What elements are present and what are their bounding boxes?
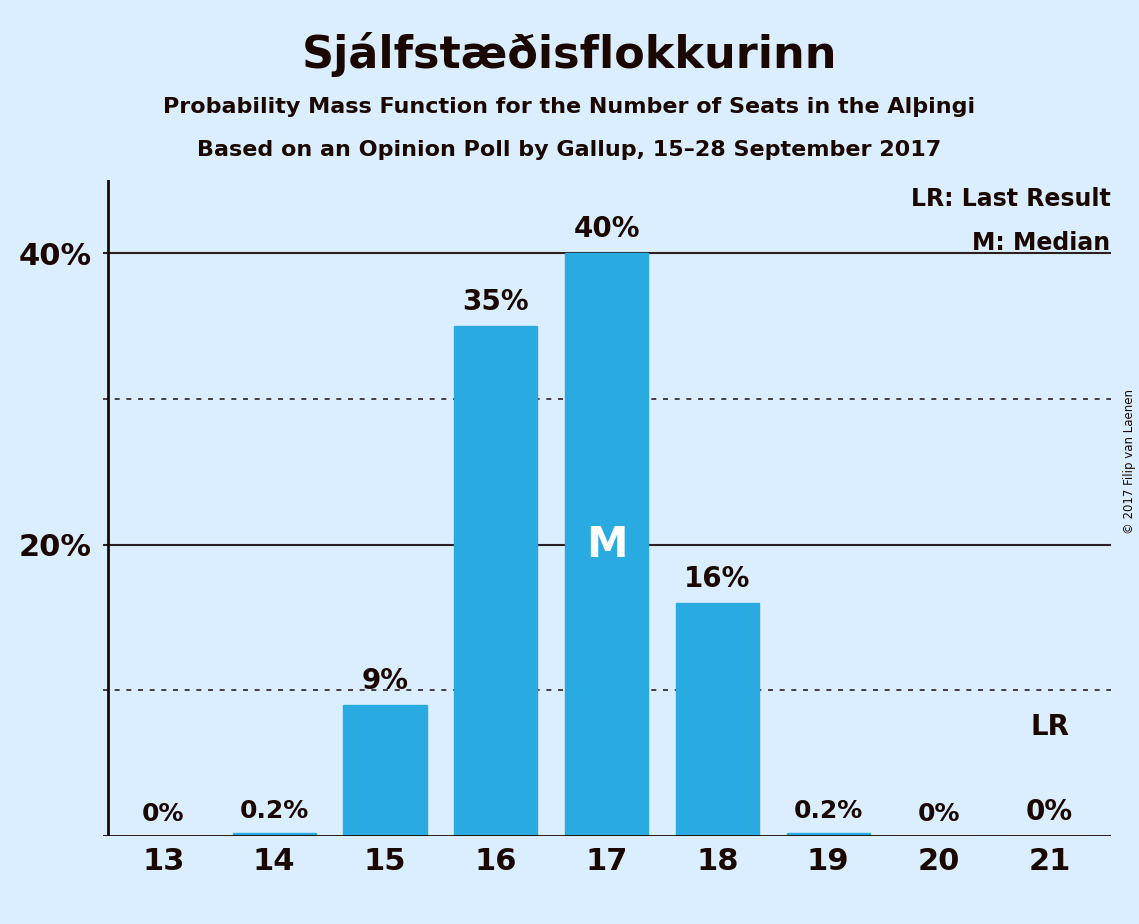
Text: 0%: 0% [918, 802, 960, 826]
Text: 35%: 35% [462, 287, 528, 316]
Bar [675, 603, 759, 836]
Text: 9%: 9% [361, 667, 409, 695]
Bar [787, 833, 869, 836]
Text: LR: LR [1030, 713, 1070, 741]
Text: © 2017 Filip van Laenen: © 2017 Filip van Laenen [1123, 390, 1137, 534]
Text: 0%: 0% [142, 802, 185, 826]
Text: Based on an Opinion Poll by Gallup, 15–28 September 2017: Based on an Opinion Poll by Gallup, 15–2… [197, 140, 942, 161]
Text: Probability Mass Function for the Number of Seats in the Alþingi: Probability Mass Function for the Number… [163, 97, 976, 117]
Text: M: M [585, 524, 628, 565]
Bar [565, 253, 648, 836]
Text: 0.2%: 0.2% [794, 799, 862, 823]
Bar [454, 326, 538, 836]
Bar [232, 833, 316, 836]
Text: M: Median: M: Median [973, 231, 1111, 255]
Text: 40%: 40% [573, 215, 640, 243]
Text: Sjálfstæðisflokkurinn: Sjálfstæðisflokkurinn [302, 32, 837, 78]
Text: LR: Last Result: LR: Last Result [911, 188, 1111, 212]
Text: 16%: 16% [685, 565, 751, 593]
Text: 0.2%: 0.2% [239, 799, 309, 823]
Text: 0%: 0% [1026, 798, 1073, 826]
Bar [344, 705, 426, 836]
